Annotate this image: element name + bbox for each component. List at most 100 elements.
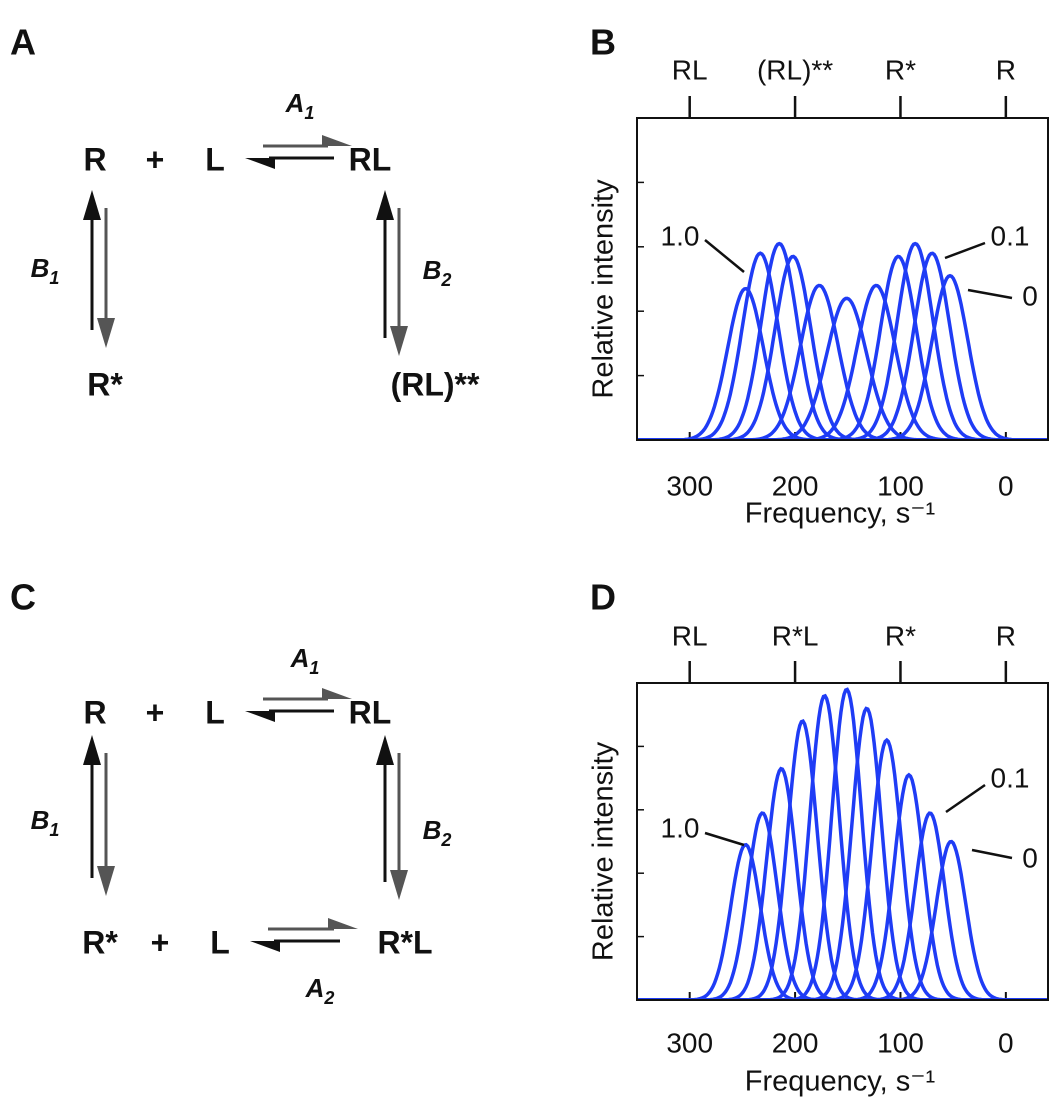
panel-letter: B	[590, 22, 616, 63]
species-label: RL	[349, 141, 392, 177]
rate-subscript: 1	[49, 268, 59, 288]
annotation-leader	[967, 288, 1013, 300]
annotation: 1.0	[661, 812, 700, 843]
x-tick-label: 200	[772, 1027, 819, 1058]
species-label: R*	[82, 924, 118, 960]
species-label: (RL)**	[391, 366, 480, 402]
species-label: +	[146, 694, 165, 730]
x2-tick-label: R*	[885, 54, 916, 85]
annotation: 0.1	[991, 220, 1030, 251]
spectrum-curve	[637, 296, 1048, 440]
x-tick-label: 200	[772, 470, 819, 501]
species-label: R*L	[377, 924, 432, 960]
spectrum-curve	[637, 839, 1048, 1000]
spectrum-curve	[637, 772, 1048, 1000]
x2-tick-label: RL	[672, 54, 708, 85]
spectrum-curve	[637, 842, 1048, 1000]
arrow-head	[328, 918, 358, 929]
spectrum-curve	[637, 283, 1048, 440]
x2-tick-label: RL	[672, 620, 708, 651]
rate-symbol: B	[423, 255, 442, 285]
rate-subscript: 2	[323, 988, 334, 1008]
rate-symbol: A	[290, 643, 310, 673]
species-label: RL	[349, 694, 392, 730]
spectrum-curve	[637, 737, 1048, 1000]
x-axis-label: Frequency, s⁻¹	[745, 1066, 936, 1098]
x2-tick-label: (RL)**	[757, 54, 833, 85]
arrow-head	[390, 326, 408, 356]
spectrum-curve	[637, 766, 1048, 1000]
x-tick-label: 300	[666, 470, 713, 501]
arrow-head	[83, 190, 101, 220]
annotation: 0	[1022, 842, 1038, 873]
spectrum-curve	[637, 273, 1048, 440]
species-label: L	[205, 694, 225, 730]
arrow-head	[83, 735, 101, 765]
rate-constant: A1	[285, 88, 315, 123]
species-label: R	[83, 141, 106, 177]
arrow-head	[376, 190, 394, 220]
panel-letter: D	[590, 577, 616, 618]
x-tick-label: 100	[877, 470, 924, 501]
y-axis-label: Relative intensity	[588, 741, 620, 961]
spectrum-curve	[637, 251, 1048, 440]
annotation-leader	[971, 848, 1013, 860]
species-label: R*	[87, 366, 123, 402]
spectrum-curve	[637, 286, 1048, 440]
rate-symbol: B	[31, 253, 50, 283]
x-tick-label: 100	[877, 1027, 924, 1058]
rate-constant: B2	[423, 255, 452, 290]
arrow-head	[245, 158, 275, 169]
species-label: +	[151, 924, 170, 960]
x-tick-label: 0	[998, 470, 1014, 501]
rate-constant: B1	[31, 253, 60, 288]
x-tick-label: 300	[666, 1027, 713, 1058]
arrow-head	[97, 866, 115, 896]
y-axis-label: Relative intensity	[588, 179, 620, 399]
panel-letter: A	[10, 22, 36, 63]
rate-subscript: 2	[440, 270, 451, 290]
annotation-leader	[945, 783, 986, 814]
arrow-head	[322, 135, 352, 146]
x2-tick-label: R	[996, 54, 1016, 85]
arrow-head	[322, 688, 352, 699]
rate-subscript: 2	[440, 830, 451, 850]
rate-symbol: A	[285, 88, 305, 118]
rate-subscript: 1	[49, 820, 59, 840]
spectrum-curve	[637, 693, 1048, 1000]
arrow-head	[97, 318, 115, 348]
x2-tick-label: R	[996, 620, 1016, 651]
annotation: 0.1	[991, 762, 1030, 793]
rate-symbol: B	[423, 815, 442, 845]
rate-subscript: 1	[304, 103, 314, 123]
species-label: L	[205, 141, 225, 177]
plot-frame	[636, 117, 1049, 441]
rate-symbol: A	[305, 973, 325, 1003]
spectrum-curve	[637, 687, 1048, 1000]
spectrum-curve	[637, 254, 1048, 440]
arrow-head	[376, 735, 394, 765]
annotation-leader	[704, 831, 745, 847]
spectrum-curve	[637, 706, 1048, 1000]
arrow-head	[245, 711, 275, 722]
rate-constant: B2	[423, 815, 452, 850]
plot-frame	[636, 682, 1049, 1001]
x2-tick-label: R*L	[772, 620, 819, 651]
spectrum-curve	[637, 719, 1048, 1000]
species-label: L	[210, 924, 230, 960]
spectrum-curve	[637, 283, 1048, 440]
annotation: 1.0	[661, 220, 700, 251]
rate-constant: A2	[305, 973, 335, 1008]
species-label: R	[83, 694, 106, 730]
species-label: +	[146, 141, 165, 177]
annotation-leader	[944, 241, 986, 260]
arrow-head	[250, 941, 280, 952]
panel-letter: C	[10, 577, 36, 618]
rate-constant: B1	[31, 805, 60, 840]
rate-subscript: 1	[309, 658, 319, 678]
rate-symbol: B	[31, 805, 50, 835]
arrow-head	[390, 870, 408, 900]
annotation-leader	[704, 239, 745, 273]
x2-tick-label: R*	[885, 620, 916, 651]
